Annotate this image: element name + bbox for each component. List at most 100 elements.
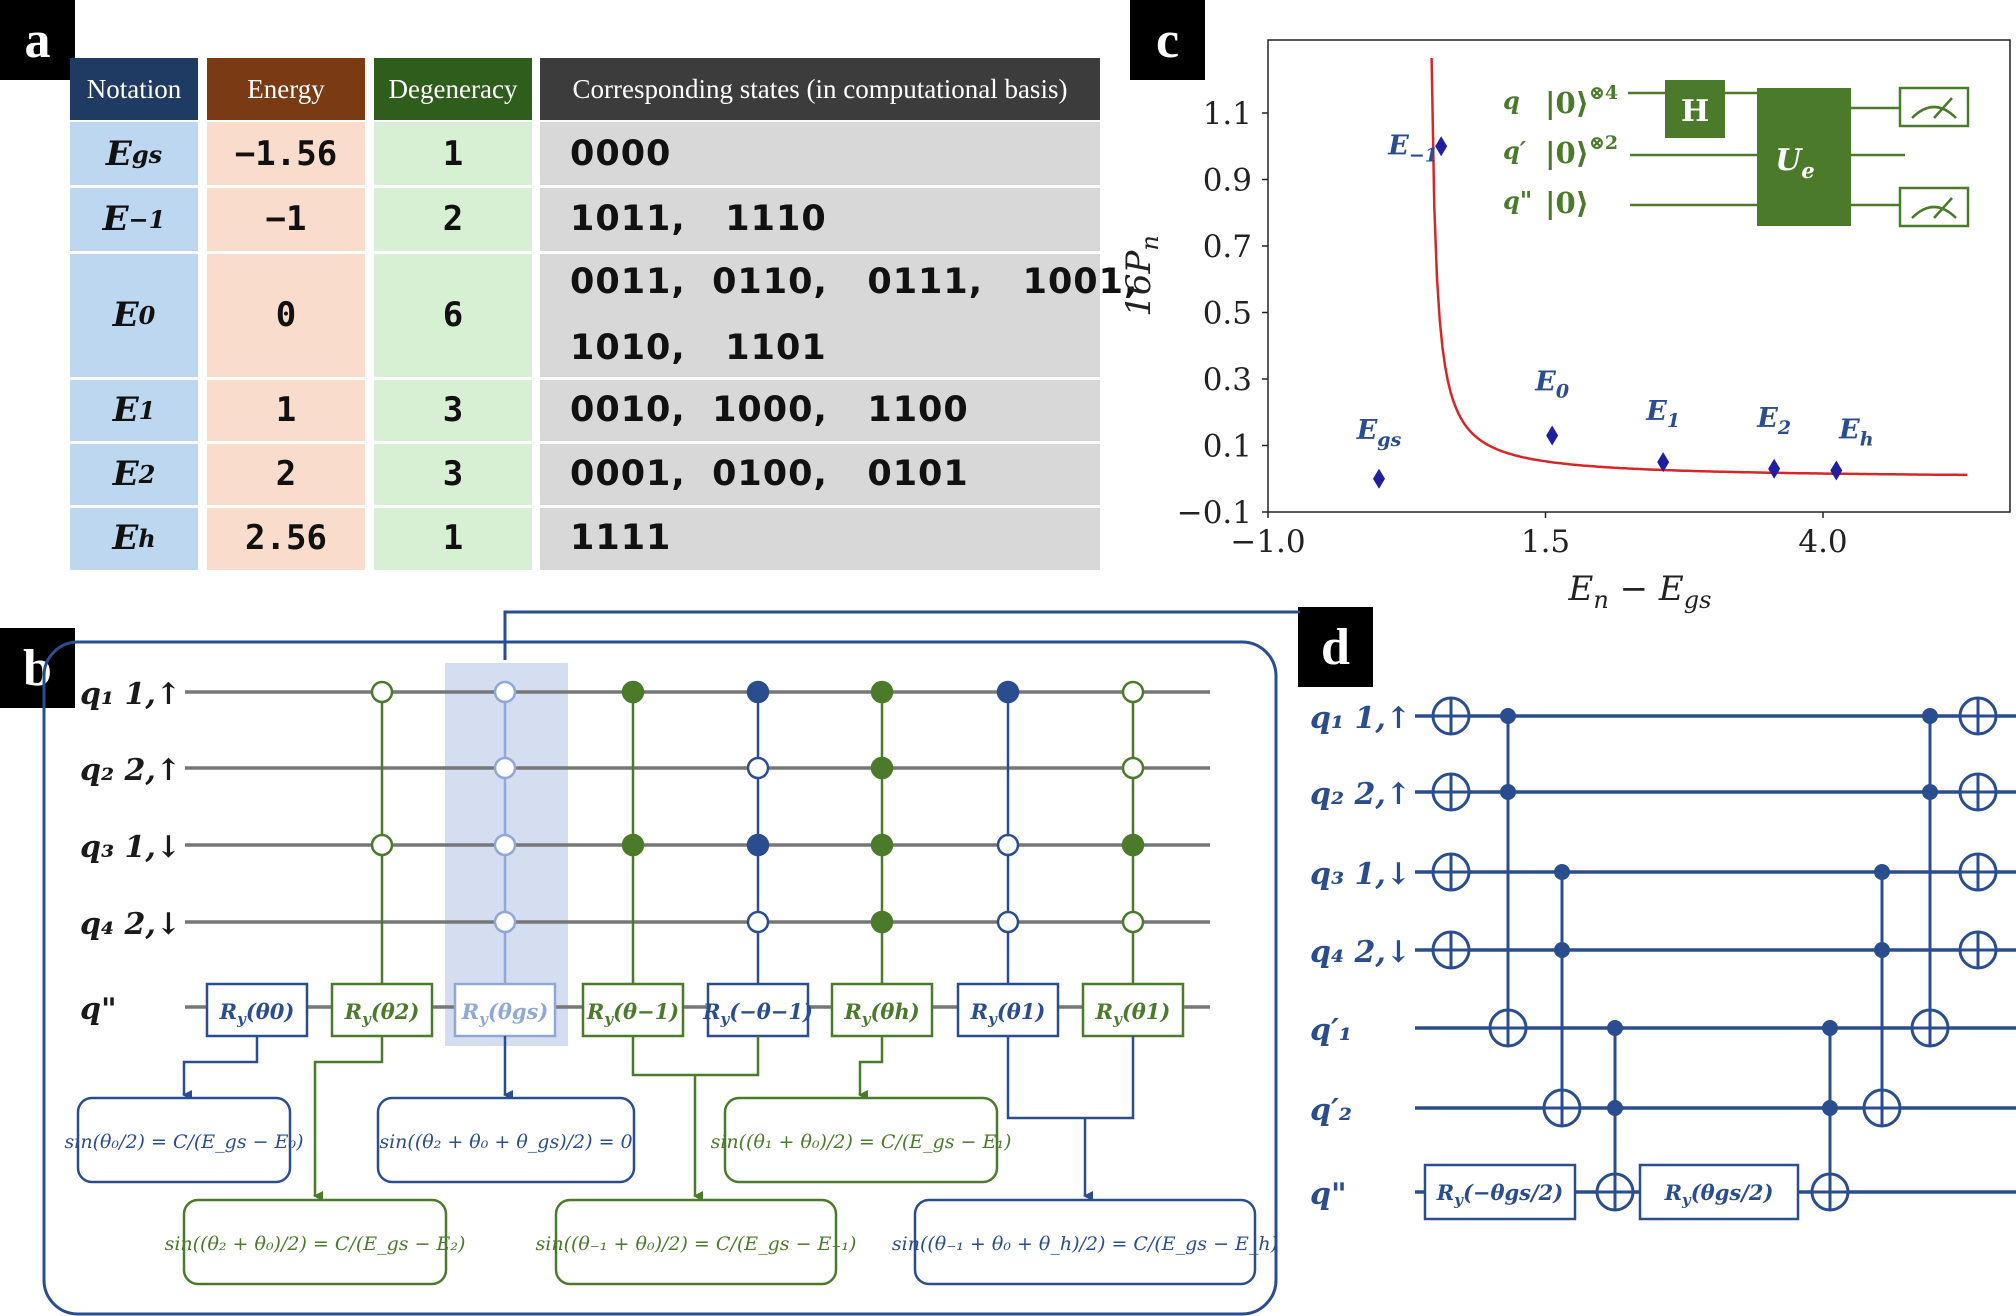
table-column-bg — [70, 122, 198, 570]
ry-gate — [1081, 982, 1185, 1038]
circuit-b-wire-label: q₃ 1,↓ — [80, 830, 181, 865]
control-dot-filled — [870, 833, 894, 857]
table-header-0: Notation — [70, 58, 198, 120]
control-dot-filled — [870, 680, 894, 704]
control-dot-filled — [1607, 1020, 1623, 1036]
inset-wire-label: q — [1503, 86, 1520, 115]
ry-gate — [1423, 1163, 1577, 1221]
fit-curve — [1430, 57, 1968, 477]
table-states: 0010, 1000, 1100 — [570, 390, 969, 430]
table-degeneracy: 6 — [442, 295, 464, 335]
control-dot-filled — [1500, 708, 1516, 724]
data-point-label: E0 — [1534, 367, 1569, 403]
control-dot-open — [996, 910, 1020, 934]
control-dot-open — [493, 756, 517, 780]
ry-gate — [330, 982, 434, 1038]
equation-text: sin((θ₋₁ + θ₀ + θ_h)/2) = C/(E_gs − E_h) — [892, 1233, 1278, 1255]
table-row-divider — [70, 251, 1100, 254]
ry-gate-label: Ry(θgs) — [461, 999, 549, 1028]
ry-gate-label: Ry(θ−1) — [586, 999, 679, 1028]
control-dot-filled — [1822, 1020, 1838, 1036]
ry-gate-label: Ry(θh) — [843, 999, 919, 1028]
control-dot-open — [746, 756, 770, 780]
equation-text: sin((θ₁ + θ₀)/2) = C/(E_gs − E₁) — [711, 1131, 1012, 1153]
control-dot-filled — [621, 833, 645, 857]
circuit-d-wire-label: q" — [1310, 1177, 1347, 1212]
control-dot-filled — [1554, 864, 1570, 880]
table-states: 0001, 0100, 0101 — [570, 454, 969, 494]
control-dot-filled — [870, 756, 894, 780]
inset-initial-state: |0⟩⊗4 — [1545, 82, 1618, 120]
x-tick-label: 4.0 — [1798, 524, 1847, 560]
data-point — [1435, 136, 1448, 157]
control-dot-filled — [1554, 942, 1570, 958]
table-degeneracy: 3 — [442, 454, 464, 494]
control-dot-open — [1121, 910, 1145, 934]
ry-gate — [205, 982, 309, 1038]
control-dot-open — [1121, 756, 1145, 780]
y-tick-label: 0.3 — [1203, 362, 1252, 398]
inset-hadamard-label: H — [1681, 94, 1709, 129]
inset-ue-label: Ue — [1775, 143, 1815, 183]
equation-box — [554, 1198, 838, 1286]
control-dot-open — [370, 833, 394, 857]
table-states: 1111 — [570, 518, 672, 558]
inset-hadamard-gate — [1665, 80, 1725, 138]
table-degeneracy: 3 — [442, 390, 464, 430]
data-point-label: E1 — [1645, 396, 1680, 432]
equation-text: sin((θ₋₁ + θ₀)/2) = C/(E_gs − E₋₁) — [536, 1233, 857, 1255]
control-dot-filled — [1500, 784, 1516, 800]
y-tick-label: −0.1 — [1177, 495, 1252, 531]
table-energy: −1 — [265, 199, 307, 239]
table-row-divider — [70, 377, 1100, 380]
y-tick-label: 0.1 — [1203, 429, 1252, 465]
table-states: 0000 — [570, 134, 672, 174]
control-dot-open — [1121, 680, 1145, 704]
control-dot-filled — [1121, 833, 1145, 857]
circuit-d-wire-label: q₃ 1,↓ — [1310, 857, 1411, 892]
table-row-divider — [70, 505, 1100, 508]
equation-text: sin((θ₂ + θ₀)/2) = C/(E_gs − E₂) — [165, 1233, 466, 1255]
table-energy: 1 — [275, 390, 297, 430]
equation-box — [182, 1198, 448, 1286]
data-point — [1373, 468, 1385, 489]
panel-label-c: c — [1130, 0, 1205, 80]
equation-text: sin((θ₂ + θ₀ + θ_gs)/2) = 0 — [379, 1131, 632, 1153]
circuit-b-wire-label: q₁ 1,↑ — [80, 677, 181, 712]
table-header-1: Energy — [207, 58, 365, 120]
circuit-d-wire-label: q′₁ — [1310, 1013, 1352, 1048]
data-point — [1768, 458, 1781, 479]
x-tick-label: 1.5 — [1521, 524, 1570, 560]
table-degeneracy: 1 — [442, 518, 464, 558]
equation-box — [76, 1096, 292, 1184]
y-tick-label: 0.7 — [1203, 229, 1252, 265]
ry-gate-label: Ry(θ1) — [1095, 999, 1171, 1028]
control-dot-filled — [1607, 1100, 1623, 1116]
table-notation: E −1 — [102, 199, 166, 239]
x-axis-label: En − Egs — [1568, 569, 1712, 614]
table-row-divider — [70, 441, 1100, 444]
y-tick-label: 0.5 — [1203, 296, 1252, 332]
y-tick-label: 0.9 — [1203, 163, 1252, 199]
inset-wire-label: q′ — [1503, 136, 1527, 165]
inset-ue-gate — [1757, 88, 1851, 226]
ry-gate — [706, 982, 810, 1038]
table-energy: 0 — [275, 295, 297, 335]
data-point-label: E−1 — [1387, 130, 1438, 166]
data-point — [1830, 460, 1843, 481]
table-column-bg — [374, 122, 532, 570]
panel-label-d: d — [1298, 607, 1373, 687]
table-energy: 2 — [275, 454, 297, 494]
control-dot-filled — [746, 833, 770, 857]
table-degeneracy: 2 — [442, 199, 464, 239]
panel-b-frame — [42, 640, 1278, 1316]
table-row-divider — [70, 185, 1100, 188]
control-dot-open — [746, 910, 770, 934]
table-states: 1011, 1110 — [570, 199, 827, 239]
y-axis-label: 16Pn — [1119, 235, 1164, 317]
data-point — [1657, 452, 1670, 473]
connector-line — [503, 610, 1300, 660]
